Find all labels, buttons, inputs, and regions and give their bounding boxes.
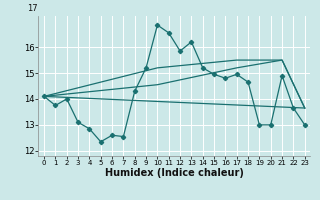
X-axis label: Humidex (Indice chaleur): Humidex (Indice chaleur) (105, 168, 244, 178)
Text: 17: 17 (28, 4, 38, 13)
